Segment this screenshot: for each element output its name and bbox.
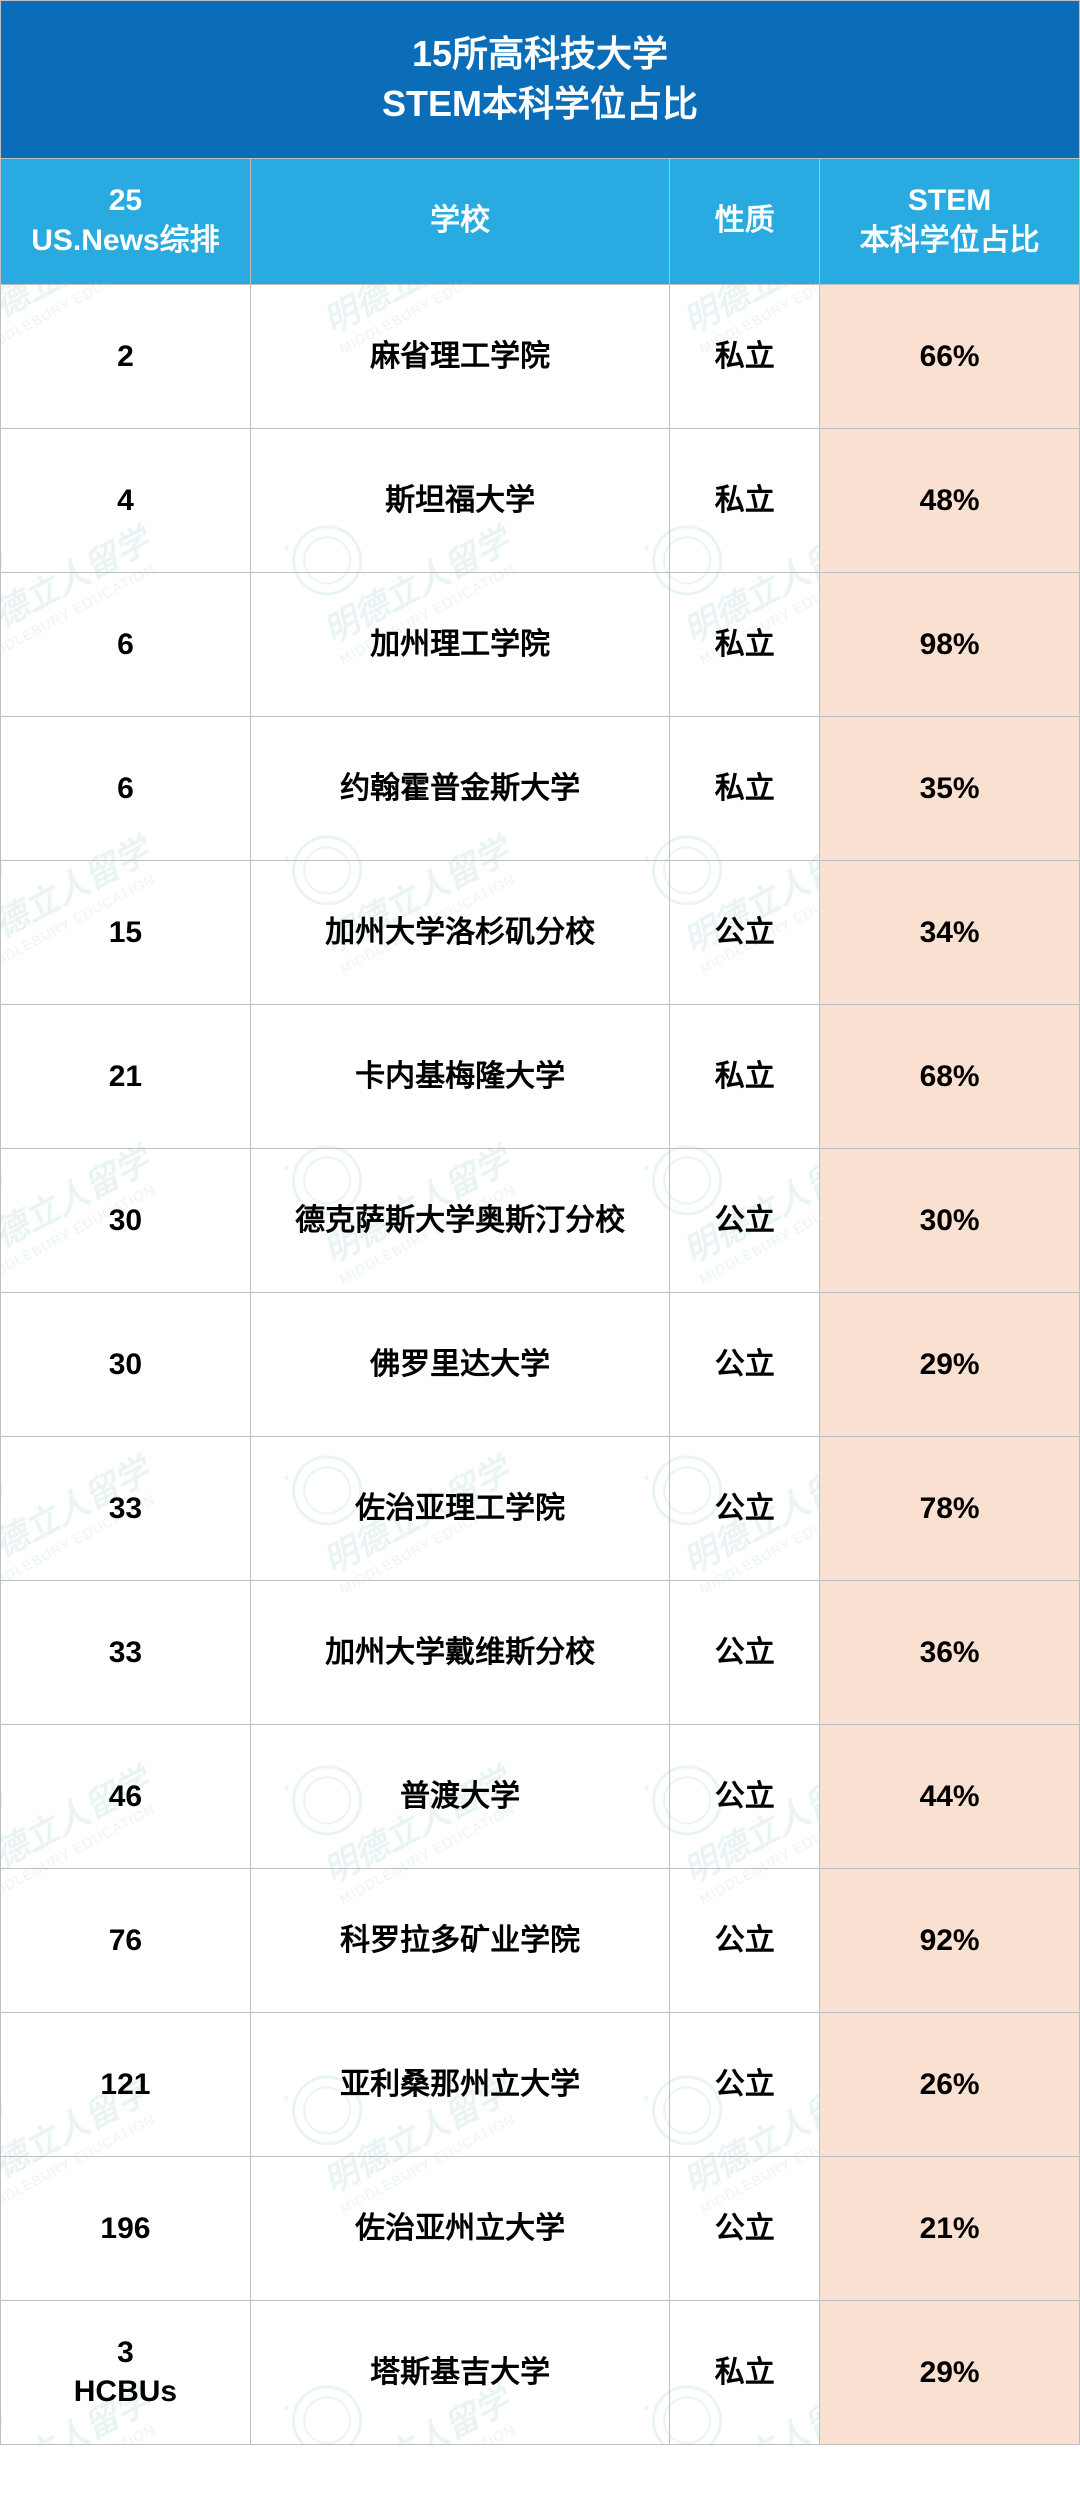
cell-rank: 121 xyxy=(1,2012,251,2156)
cell-type: 公立 xyxy=(670,860,820,1004)
cell-type: 公立 xyxy=(670,1868,820,2012)
table-row: 6约翰霍普金斯大学私立35% xyxy=(1,716,1080,860)
header-row: 25 US.News综排 学校 性质 STEM 本科学位占比 xyxy=(1,158,1080,284)
col-header-rank: 25 US.News综排 xyxy=(1,158,251,284)
table-title: 15所高科技大学 STEM本科学位占比 xyxy=(1,1,1080,159)
col-header-school: 学校 xyxy=(250,158,669,284)
cell-school: 加州大学洛杉矶分校 xyxy=(250,860,669,1004)
cell-rank: 6 xyxy=(1,716,251,860)
cell-rank: 2 xyxy=(1,284,251,428)
cell-school: 麻省理工学院 xyxy=(250,284,669,428)
table-row: 33加州大学戴维斯分校公立36% xyxy=(1,1580,1080,1724)
cell-stem: 36% xyxy=(820,1580,1080,1724)
stem-table: 15所高科技大学 STEM本科学位占比 25 US.News综排 学校 性质 S… xyxy=(0,0,1080,2445)
cell-stem: 68% xyxy=(820,1004,1080,1148)
cell-stem: 98% xyxy=(820,572,1080,716)
table-row: 30佛罗里达大学公立29% xyxy=(1,1292,1080,1436)
title-line1: 15所高科技大学 xyxy=(412,33,668,74)
cell-school: 卡内基梅隆大学 xyxy=(250,1004,669,1148)
col-header-stem: STEM 本科学位占比 xyxy=(820,158,1080,284)
table-row: 6加州理工学院私立98% xyxy=(1,572,1080,716)
cell-stem: 30% xyxy=(820,1148,1080,1292)
cell-school: 德克萨斯大学奥斯汀分校 xyxy=(250,1148,669,1292)
col-header-type: 性质 xyxy=(670,158,820,284)
cell-type: 私立 xyxy=(670,284,820,428)
cell-rank: 30 xyxy=(1,1148,251,1292)
title-row: 15所高科技大学 STEM本科学位占比 xyxy=(1,1,1080,159)
table-row: 4斯坦福大学私立48% xyxy=(1,428,1080,572)
cell-rank: 15 xyxy=(1,860,251,1004)
cell-type: 私立 xyxy=(670,716,820,860)
cell-rank: 196 xyxy=(1,2156,251,2300)
table-row: 30德克萨斯大学奥斯汀分校公立30% xyxy=(1,1148,1080,1292)
cell-stem: 29% xyxy=(820,2300,1080,2444)
cell-type: 公立 xyxy=(670,2156,820,2300)
cell-type: 公立 xyxy=(670,1292,820,1436)
cell-stem: 78% xyxy=(820,1436,1080,1580)
cell-stem: 92% xyxy=(820,1868,1080,2012)
table-container: 明德立人留学MIDDLEBURY EDUCATION明德立人留学MIDDLEBU… xyxy=(0,0,1080,2445)
cell-type: 私立 xyxy=(670,2300,820,2444)
cell-school: 佐治亚州立大学 xyxy=(250,2156,669,2300)
cell-rank: 30 xyxy=(1,1292,251,1436)
cell-type: 公立 xyxy=(670,1724,820,1868)
cell-type: 私立 xyxy=(670,1004,820,1148)
cell-school: 佐治亚理工学院 xyxy=(250,1436,669,1580)
table-body: 2麻省理工学院私立66%4斯坦福大学私立48%6加州理工学院私立98%6约翰霍普… xyxy=(1,284,1080,2444)
table-row: 21卡内基梅隆大学私立68% xyxy=(1,1004,1080,1148)
table-row: 76科罗拉多矿业学院公立92% xyxy=(1,1868,1080,2012)
table-row: 121亚利桑那州立大学公立26% xyxy=(1,2012,1080,2156)
cell-type: 私立 xyxy=(670,428,820,572)
cell-type: 公立 xyxy=(670,1148,820,1292)
cell-rank: 46 xyxy=(1,1724,251,1868)
cell-stem: 66% xyxy=(820,284,1080,428)
cell-type: 公立 xyxy=(670,1436,820,1580)
cell-type: 公立 xyxy=(670,2012,820,2156)
cell-rank: 33 xyxy=(1,1580,251,1724)
cell-stem: 35% xyxy=(820,716,1080,860)
table-row: 2麻省理工学院私立66% xyxy=(1,284,1080,428)
cell-school: 科罗拉多矿业学院 xyxy=(250,1868,669,2012)
cell-stem: 29% xyxy=(820,1292,1080,1436)
cell-stem: 44% xyxy=(820,1724,1080,1868)
table-row: 15加州大学洛杉矶分校公立34% xyxy=(1,860,1080,1004)
cell-school: 塔斯基吉大学 xyxy=(250,2300,669,2444)
cell-rank: 21 xyxy=(1,1004,251,1148)
title-line2: STEM本科学位占比 xyxy=(382,83,698,124)
cell-stem: 34% xyxy=(820,860,1080,1004)
cell-rank: 6 xyxy=(1,572,251,716)
cell-type: 公立 xyxy=(670,1580,820,1724)
cell-type: 私立 xyxy=(670,572,820,716)
cell-rank: 33 xyxy=(1,1436,251,1580)
table-row: 196佐治亚州立大学公立21% xyxy=(1,2156,1080,2300)
cell-rank: 76 xyxy=(1,1868,251,2012)
cell-school: 斯坦福大学 xyxy=(250,428,669,572)
cell-school: 普渡大学 xyxy=(250,1724,669,1868)
cell-school: 约翰霍普金斯大学 xyxy=(250,716,669,860)
table-row: 3HCBUs塔斯基吉大学私立29% xyxy=(1,2300,1080,2444)
cell-stem: 48% xyxy=(820,428,1080,572)
cell-school: 佛罗里达大学 xyxy=(250,1292,669,1436)
cell-rank: 4 xyxy=(1,428,251,572)
cell-stem: 21% xyxy=(820,2156,1080,2300)
cell-school: 加州理工学院 xyxy=(250,572,669,716)
cell-stem: 26% xyxy=(820,2012,1080,2156)
cell-school: 亚利桑那州立大学 xyxy=(250,2012,669,2156)
table-row: 46普渡大学公立44% xyxy=(1,1724,1080,1868)
table-row: 33佐治亚理工学院公立78% xyxy=(1,1436,1080,1580)
cell-rank: 3HCBUs xyxy=(1,2300,251,2444)
cell-school: 加州大学戴维斯分校 xyxy=(250,1580,669,1724)
